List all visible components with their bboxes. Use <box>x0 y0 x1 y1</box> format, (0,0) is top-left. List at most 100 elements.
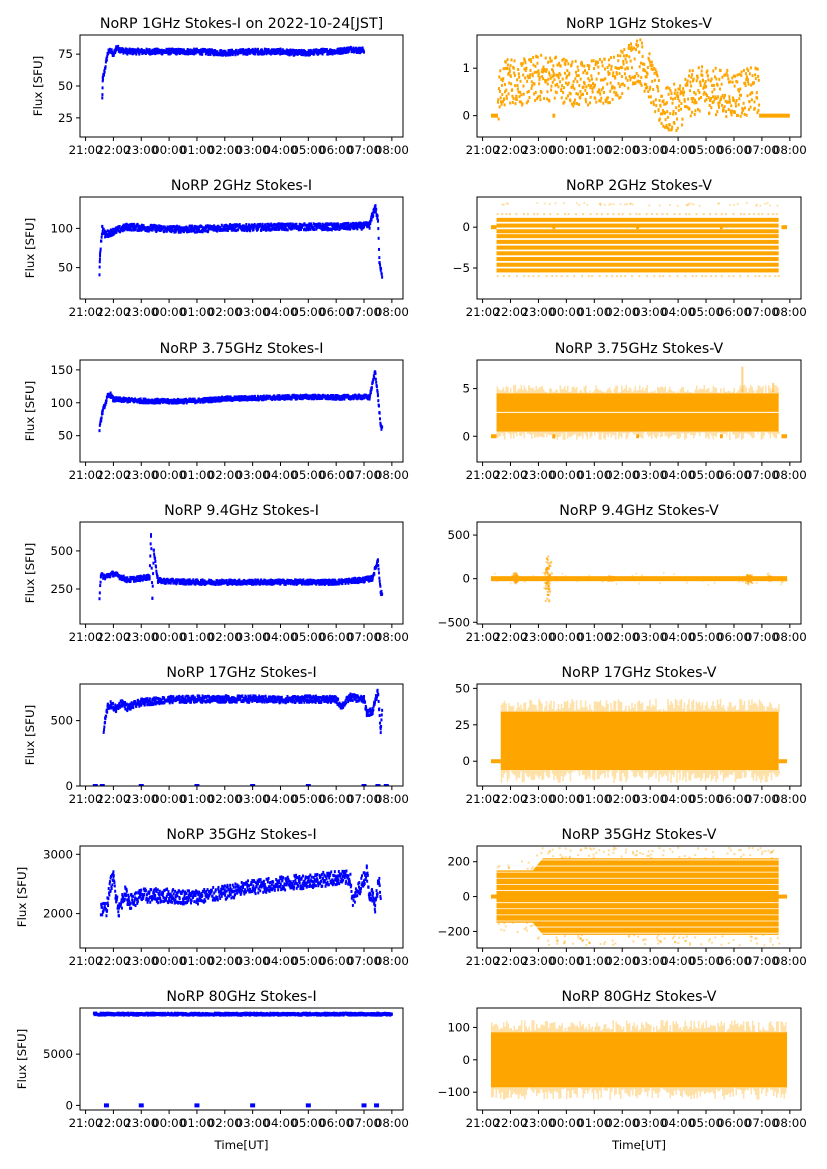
data-point <box>375 207 378 211</box>
data-point <box>202 400 205 404</box>
data-point <box>697 88 700 92</box>
data-point <box>620 49 623 53</box>
data-point <box>108 230 111 234</box>
data-point <box>320 226 323 230</box>
data-point <box>617 59 620 63</box>
data-point <box>376 388 379 392</box>
data-point <box>666 110 669 114</box>
data-point <box>678 431 680 439</box>
data-point <box>559 80 562 84</box>
data-point <box>498 75 501 79</box>
data-point <box>619 203 622 206</box>
data-point <box>153 555 156 559</box>
data-point <box>315 582 318 586</box>
data-point <box>577 392 580 394</box>
data-point <box>262 224 265 228</box>
data-point <box>752 213 755 216</box>
data-point <box>580 93 583 97</box>
data-point <box>654 110 657 114</box>
data-point <box>550 84 553 88</box>
data-point <box>560 275 563 278</box>
data-point <box>213 396 216 400</box>
data-point <box>633 74 636 78</box>
data-point <box>266 226 269 230</box>
data-point <box>777 431 779 435</box>
data-point <box>369 222 372 226</box>
data-point <box>378 256 381 260</box>
data-point <box>186 48 189 52</box>
data-point <box>675 129 678 133</box>
data-point <box>717 392 719 394</box>
data-point <box>775 213 778 216</box>
data-point <box>587 77 590 81</box>
data-point <box>670 127 673 131</box>
data-point <box>558 431 560 438</box>
x-tick-label: 00:00 <box>549 143 583 157</box>
data-point <box>355 580 358 584</box>
data-point <box>170 51 173 55</box>
data-point <box>655 431 658 439</box>
data-point <box>499 100 502 104</box>
data-point <box>523 67 526 71</box>
x-tick-label: 22:00 <box>494 305 528 319</box>
data-point <box>708 388 710 394</box>
data-point <box>503 90 506 94</box>
data-point <box>534 390 536 394</box>
data-point <box>568 71 571 75</box>
data-point <box>694 98 697 102</box>
data-point <box>346 50 349 54</box>
data-point <box>518 95 521 99</box>
data-point <box>687 97 690 101</box>
data-point <box>609 81 612 85</box>
data-point <box>601 391 604 394</box>
data-point <box>600 390 602 394</box>
data-point <box>678 87 681 91</box>
data-point <box>194 582 197 586</box>
data-point <box>553 96 556 100</box>
data-point <box>587 83 590 87</box>
data-point <box>329 48 332 52</box>
data-point <box>371 577 374 581</box>
data-point <box>243 224 246 228</box>
data-point <box>99 249 102 253</box>
x-tick-label: 22:00 <box>494 143 528 157</box>
data-point <box>629 202 632 205</box>
data-point <box>724 391 727 394</box>
data-point <box>698 91 701 95</box>
data-point <box>593 83 596 87</box>
data-point <box>617 66 620 70</box>
data-point <box>312 222 315 226</box>
data-point <box>525 388 527 394</box>
data-point <box>555 389 557 394</box>
data-point <box>548 99 551 103</box>
data-point <box>602 101 605 105</box>
data-point <box>703 385 706 394</box>
data-point <box>746 275 749 278</box>
data-point <box>767 213 770 216</box>
data-point <box>378 576 381 580</box>
data-point <box>374 210 377 214</box>
data-point <box>556 63 559 67</box>
data-point <box>518 75 521 79</box>
data-point <box>708 431 710 440</box>
data-point <box>603 57 606 61</box>
data-point <box>646 66 649 70</box>
data-point <box>195 47 198 51</box>
data-point <box>520 62 523 66</box>
data-point <box>536 201 539 204</box>
data-point <box>729 109 732 113</box>
zero-segment <box>490 113 498 118</box>
data-point <box>757 108 760 112</box>
data-point <box>738 97 741 101</box>
data-point <box>219 396 222 400</box>
data-point <box>615 72 618 76</box>
y-axis-label: Flux [SFU] <box>23 381 37 441</box>
data-point <box>624 67 627 71</box>
zero-segment <box>720 434 723 439</box>
x-tick-label: 03:00 <box>633 305 667 319</box>
data-point <box>635 43 638 47</box>
data-point <box>291 227 294 231</box>
data-point <box>311 582 314 586</box>
data-point <box>321 52 324 56</box>
data-point <box>579 89 582 93</box>
